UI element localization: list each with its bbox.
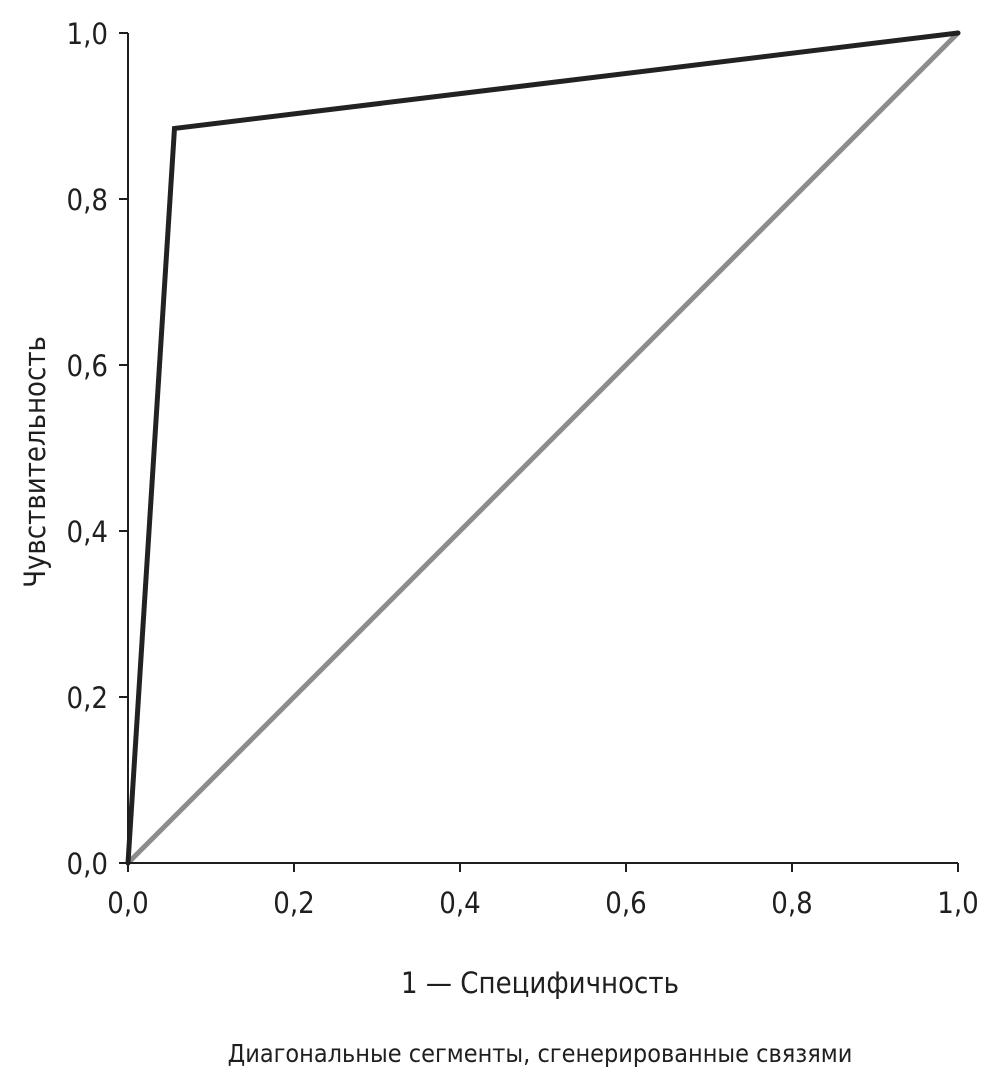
x-tick-label: 0,2 xyxy=(273,886,314,920)
axes xyxy=(127,33,958,864)
y-axis-title: Чувствительность xyxy=(18,336,52,588)
y-tick-label: 0,2 xyxy=(67,681,108,715)
x-tick-label: 1,0 xyxy=(937,886,978,920)
y-tick-label: 0,8 xyxy=(67,183,108,217)
x-axis-title: 1 — Специфичность xyxy=(401,966,679,1000)
x-ticks: 0,0 0,2 0,4 0,6 0,8 1,0 xyxy=(107,863,979,920)
y-tick-label: 0,0 xyxy=(67,847,108,881)
y-tick-label: 0,6 xyxy=(67,349,108,383)
series-layer xyxy=(125,30,961,866)
chart-footnote: Диагональные сегменты, сгенерированные с… xyxy=(228,1039,853,1068)
y-tick-label: 1,0 xyxy=(67,17,108,51)
x-tick-label: 0,8 xyxy=(771,886,812,920)
x-tick-label: 0,4 xyxy=(439,886,480,920)
x-tick-label: 0,6 xyxy=(605,886,646,920)
reference-diagonal-line xyxy=(125,30,961,866)
roc-curve-line xyxy=(125,30,961,866)
y-tick-label: 0,4 xyxy=(67,515,108,549)
y-ticks: 0,0 0,2 0,4 0,6 0,8 1,0 xyxy=(67,17,128,881)
x-tick-label: 0,0 xyxy=(107,886,148,920)
